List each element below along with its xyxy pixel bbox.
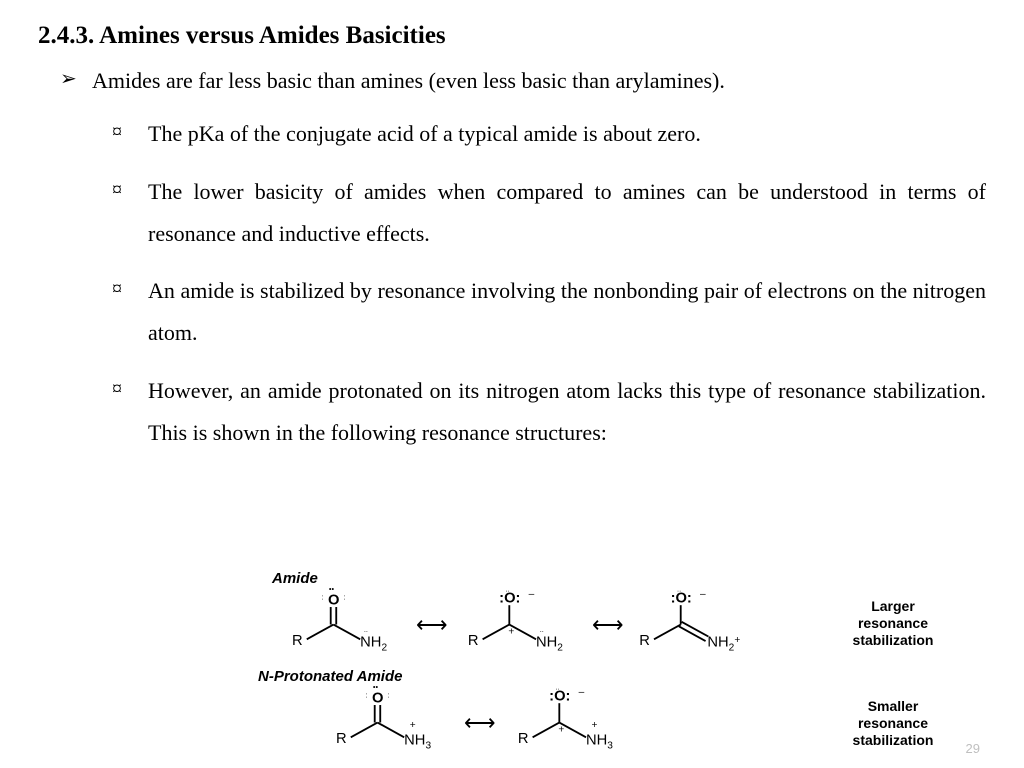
svg-text:+: + xyxy=(410,720,416,731)
bullet-l2-text: The lower basicity of amides when compar… xyxy=(148,171,986,255)
smaller-stabilization-note: Smallerresonancestabilization xyxy=(838,698,948,748)
bullet-l2-text: An amide is stabilized by resonance invo… xyxy=(148,270,986,354)
amide-structure-2: :O: – .. + R .. NH2 xyxy=(448,584,578,654)
bullet-level2: ¤ The pKa of the conjugate acid of a typ… xyxy=(112,113,986,155)
svg-text:NH3: NH3 xyxy=(586,733,613,752)
svg-text::O:: :O: xyxy=(499,590,520,606)
svg-text::O:: :O: xyxy=(671,590,692,606)
svg-text:..: .. xyxy=(556,682,560,691)
protonated-structure-1: •• O : : R + NH3 xyxy=(318,682,448,752)
larger-stabilization-note: Largerresonancestabilization xyxy=(838,598,948,648)
svg-text:R: R xyxy=(336,731,347,747)
resonance-arrow-icon: ⟷ xyxy=(592,612,624,638)
svg-text:..: .. xyxy=(540,625,544,634)
svg-text:NH3: NH3 xyxy=(404,733,431,752)
bullet-level2: ¤ An amide is stabilized by resonance in… xyxy=(112,270,986,354)
svg-text:+: + xyxy=(558,725,564,736)
protonated-structure-2: :O: – .. + R + NH3 xyxy=(498,682,628,752)
svg-text::: : xyxy=(388,691,390,700)
currency-bullet-icon: ¤ xyxy=(112,171,148,255)
currency-bullet-icon: ¤ xyxy=(112,113,148,155)
arrow-bullet-icon: ➢ xyxy=(60,64,92,97)
svg-text:..: .. xyxy=(677,584,681,593)
svg-text:..: .. xyxy=(364,625,368,634)
svg-text:NH2: NH2 xyxy=(536,635,563,654)
svg-text:R: R xyxy=(639,633,650,649)
bullet-level2: ¤ The lower basicity of amides when comp… xyxy=(112,171,986,255)
bullet-l2-text: The pKa of the conjugate acid of a typic… xyxy=(148,113,986,155)
bullet-level2: ¤ However, an amide protonated on its ni… xyxy=(112,370,986,454)
amide-structure-1: •• O : : R .. NH2 xyxy=(274,584,404,654)
svg-text:R: R xyxy=(518,731,529,747)
page-number: 29 xyxy=(966,741,980,756)
svg-text:NH2: NH2 xyxy=(360,635,387,654)
svg-text:–: – xyxy=(579,687,585,698)
svg-text::: : xyxy=(322,593,324,602)
svg-text::O:: :O: xyxy=(549,688,570,704)
svg-text:NH2+: NH2+ xyxy=(707,635,740,654)
resonance-arrow-icon: ⟷ xyxy=(416,612,448,638)
svg-text::: : xyxy=(366,691,368,700)
currency-bullet-icon: ¤ xyxy=(112,370,148,454)
svg-text:R: R xyxy=(292,633,303,649)
svg-text:R: R xyxy=(468,633,479,649)
bullet-level1: ➢ Amides are far less basic than amines … xyxy=(60,64,986,97)
section-heading: 2.4.3. Amines versus Amides Basicities xyxy=(38,22,986,50)
currency-bullet-icon: ¤ xyxy=(112,270,148,354)
bullet-l2-text: However, an amide protonated on its nitr… xyxy=(148,370,986,454)
svg-text:+: + xyxy=(508,627,514,638)
resonance-diagram: Amide •• O : : R .. NH2 ⟷ :O: – .. + R .… xyxy=(268,576,988,758)
svg-text::: : xyxy=(344,593,346,602)
svg-text:–: – xyxy=(529,589,535,600)
resonance-arrow-icon: ⟷ xyxy=(464,710,496,736)
svg-text:O: O xyxy=(372,690,383,706)
svg-text:–: – xyxy=(700,589,706,600)
svg-text:..: .. xyxy=(506,584,510,593)
svg-text:O: O xyxy=(328,592,339,608)
svg-text:+: + xyxy=(592,720,598,731)
amide-structure-3: :O: – .. R NH2+ xyxy=(624,584,754,654)
bullet-l1-text: Amides are far less basic than amines (e… xyxy=(92,64,725,97)
